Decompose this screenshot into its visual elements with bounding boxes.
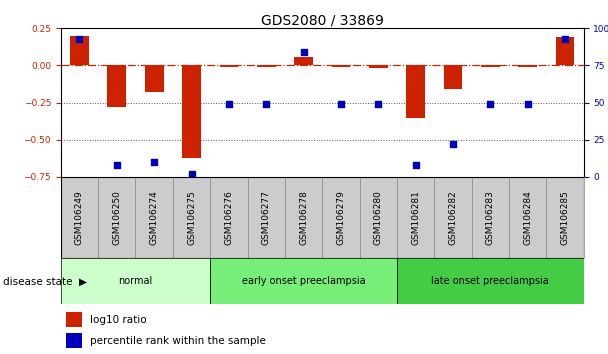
Point xyxy=(373,101,383,107)
Bar xyxy=(173,177,210,258)
Bar xyxy=(518,65,537,67)
Bar xyxy=(509,177,547,258)
Text: log10 ratio: log10 ratio xyxy=(89,315,146,325)
Bar xyxy=(397,258,584,304)
Bar xyxy=(61,258,210,304)
Bar xyxy=(285,177,322,258)
Bar xyxy=(397,177,434,258)
Point xyxy=(75,36,85,41)
Text: GSM106284: GSM106284 xyxy=(523,190,532,245)
Bar xyxy=(331,65,350,67)
Bar xyxy=(182,65,201,158)
Text: GSM106282: GSM106282 xyxy=(449,190,457,245)
Text: early onset preeclampsia: early onset preeclampsia xyxy=(242,276,365,286)
Bar xyxy=(322,177,359,258)
Text: GSM106250: GSM106250 xyxy=(112,190,122,245)
Bar xyxy=(66,312,81,327)
Text: GSM106274: GSM106274 xyxy=(150,190,159,245)
Bar xyxy=(61,177,98,258)
Text: GSM106283: GSM106283 xyxy=(486,190,495,245)
Point xyxy=(112,162,122,168)
Point xyxy=(187,171,196,177)
Bar xyxy=(210,258,397,304)
Point xyxy=(560,36,570,41)
Point xyxy=(523,101,533,107)
Text: GSM106249: GSM106249 xyxy=(75,190,84,245)
Point xyxy=(224,101,233,107)
Bar xyxy=(257,65,275,67)
Text: percentile rank within the sample: percentile rank within the sample xyxy=(89,336,266,346)
Bar xyxy=(66,333,81,348)
Bar xyxy=(434,177,472,258)
Text: disease state  ▶: disease state ▶ xyxy=(3,276,87,286)
Bar xyxy=(145,65,164,92)
Bar xyxy=(359,177,397,258)
Text: GSM106278: GSM106278 xyxy=(299,190,308,245)
Bar xyxy=(481,65,500,67)
Text: GSM106279: GSM106279 xyxy=(336,190,345,245)
Text: GSM106285: GSM106285 xyxy=(561,190,570,245)
Text: normal: normal xyxy=(119,276,153,286)
Title: GDS2080 / 33869: GDS2080 / 33869 xyxy=(261,13,384,27)
Point xyxy=(299,49,308,55)
Bar xyxy=(136,177,173,258)
Bar xyxy=(406,65,425,118)
Point xyxy=(336,101,346,107)
Bar xyxy=(210,177,247,258)
Bar xyxy=(108,65,126,107)
Point xyxy=(448,142,458,147)
Bar xyxy=(369,65,388,68)
Text: GSM106275: GSM106275 xyxy=(187,190,196,245)
Text: GSM106276: GSM106276 xyxy=(224,190,233,245)
Bar xyxy=(444,65,462,89)
Point xyxy=(485,101,495,107)
Bar xyxy=(219,65,238,67)
Bar xyxy=(294,57,313,65)
Bar xyxy=(547,177,584,258)
Point xyxy=(261,101,271,107)
Text: late onset preeclampsia: late onset preeclampsia xyxy=(432,276,549,286)
Point xyxy=(150,159,159,165)
Point xyxy=(411,162,421,168)
Text: GSM106281: GSM106281 xyxy=(411,190,420,245)
Text: GSM106280: GSM106280 xyxy=(374,190,383,245)
Bar xyxy=(70,36,89,65)
Bar xyxy=(247,177,285,258)
Bar xyxy=(98,177,136,258)
Bar xyxy=(472,177,509,258)
Text: GSM106277: GSM106277 xyxy=(261,190,271,245)
Bar xyxy=(556,37,575,65)
